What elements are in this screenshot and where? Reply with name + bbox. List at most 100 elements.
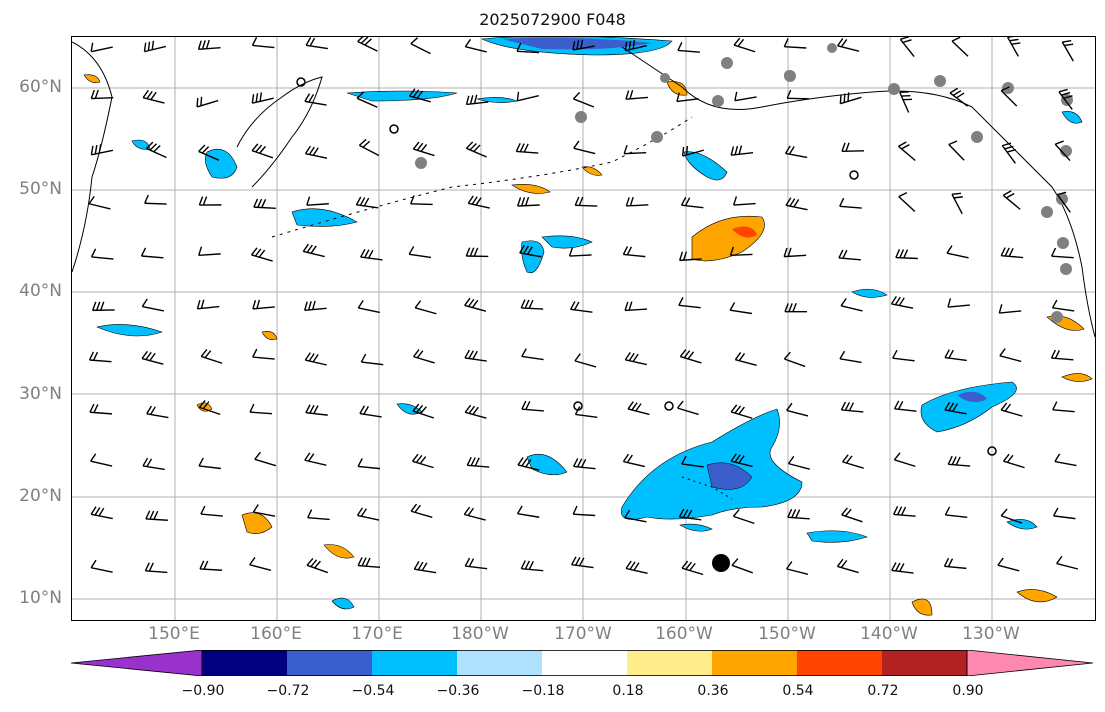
contour-negative xyxy=(1006,519,1038,530)
wind-barb xyxy=(144,194,167,205)
wind-barb xyxy=(677,42,700,53)
lat-label-20n: 20°N xyxy=(19,486,62,506)
wind-barb xyxy=(360,353,384,366)
wind-barb xyxy=(623,144,647,155)
wind-barb xyxy=(624,301,648,312)
wind-barb xyxy=(517,457,540,471)
colorbar-tick-label: −0.18 xyxy=(521,683,565,699)
wind-barb xyxy=(897,141,916,162)
wind-barb xyxy=(622,246,646,258)
wind-barb xyxy=(519,244,542,258)
wind-barb xyxy=(197,39,221,50)
wind-barb xyxy=(143,40,167,53)
wind-barb xyxy=(145,510,168,521)
wind-barb xyxy=(250,247,273,262)
wind-barb xyxy=(784,145,808,159)
wind-barb xyxy=(730,145,754,156)
wind-barb xyxy=(521,400,544,412)
wind-barb xyxy=(357,557,381,568)
wind-barb xyxy=(786,89,810,100)
contour-positive xyxy=(1016,589,1058,603)
colorbar-segment xyxy=(627,650,712,676)
wind-barb xyxy=(1000,86,1018,107)
wind-barb xyxy=(411,453,434,469)
wind-barb xyxy=(90,248,114,260)
wind-barb xyxy=(464,557,488,570)
wind-barb xyxy=(142,457,165,471)
wind-barb xyxy=(1056,191,1071,213)
wind-barb xyxy=(899,91,913,113)
wind-barb xyxy=(251,143,274,159)
wind-barb xyxy=(568,247,592,257)
wind-barb xyxy=(625,90,648,100)
colorbar-tick-label: 0.90 xyxy=(952,683,984,699)
colorbar-segment xyxy=(202,650,287,676)
colorbar xyxy=(71,650,1094,676)
colorbar-segment xyxy=(542,650,627,676)
contour-negative xyxy=(679,523,713,532)
colorbar-extend-high xyxy=(966,650,1094,676)
contour-negative xyxy=(346,90,458,102)
lat-label-40n: 40°N xyxy=(19,281,62,301)
wind-barb xyxy=(412,403,435,419)
wind-barb xyxy=(254,451,277,467)
wind-barbs xyxy=(88,37,1079,576)
wind-barb xyxy=(680,196,704,209)
wind-barb xyxy=(253,198,276,209)
wind-barb xyxy=(516,505,540,518)
wind-barb xyxy=(140,247,164,259)
colorbar-tick-label: 0.72 xyxy=(867,683,899,699)
wind-barb xyxy=(304,352,327,366)
wind-barb xyxy=(358,138,380,157)
wind-barb xyxy=(516,42,540,54)
wind-barb xyxy=(198,196,222,206)
wind-barb xyxy=(517,196,540,207)
lon-label-140w: 140°W xyxy=(860,624,918,644)
wind-barb xyxy=(465,94,489,106)
contour-negative xyxy=(131,139,151,150)
wind-barb xyxy=(1000,247,1024,259)
storm-center-marker xyxy=(712,554,730,572)
wind-barb xyxy=(516,91,539,102)
lon-label-170w: 170°W xyxy=(554,624,612,644)
wind-barb xyxy=(786,402,809,417)
wind-barb xyxy=(947,455,971,467)
wind-barb xyxy=(410,503,433,518)
wind-barb xyxy=(943,557,967,570)
wind-barb xyxy=(893,400,917,412)
contour-negative xyxy=(1061,111,1083,124)
wind-barb xyxy=(360,248,383,261)
colorbar-tick-label: 0.54 xyxy=(782,683,814,699)
wind-barb xyxy=(252,348,275,360)
colorbar-tick-label: −0.36 xyxy=(436,683,480,699)
wind-barb xyxy=(307,509,330,521)
wind-barb xyxy=(408,246,432,259)
colorbar-tick-label: −0.54 xyxy=(351,683,395,699)
wind-barb xyxy=(357,458,381,470)
lon-label-150e: 150°E xyxy=(148,624,200,644)
wind-barb xyxy=(413,561,437,574)
wind-barb xyxy=(837,38,860,52)
wind-barb xyxy=(304,93,327,106)
wind-barb xyxy=(944,349,967,362)
wind-barb xyxy=(464,297,487,312)
wind-barb xyxy=(569,301,593,313)
wind-barb xyxy=(898,192,916,213)
wind-barb xyxy=(891,562,914,574)
wind-barb xyxy=(785,197,808,211)
wind-barb xyxy=(783,38,807,49)
wind-barb xyxy=(90,506,113,520)
contour-negative xyxy=(331,597,355,610)
wind-barb xyxy=(357,37,378,52)
wind-barb xyxy=(198,457,221,470)
gridlines xyxy=(72,37,1095,620)
wind-barb xyxy=(890,295,914,309)
contour-negative-strong xyxy=(502,37,652,50)
wind-barb xyxy=(198,144,220,161)
wind-barb xyxy=(520,560,544,572)
wind-barb xyxy=(1002,453,1025,469)
wind-barb xyxy=(944,506,968,518)
wind-barb xyxy=(839,350,862,364)
map-title: 2025072900 F048 xyxy=(479,10,626,29)
wind-barb xyxy=(90,559,113,573)
